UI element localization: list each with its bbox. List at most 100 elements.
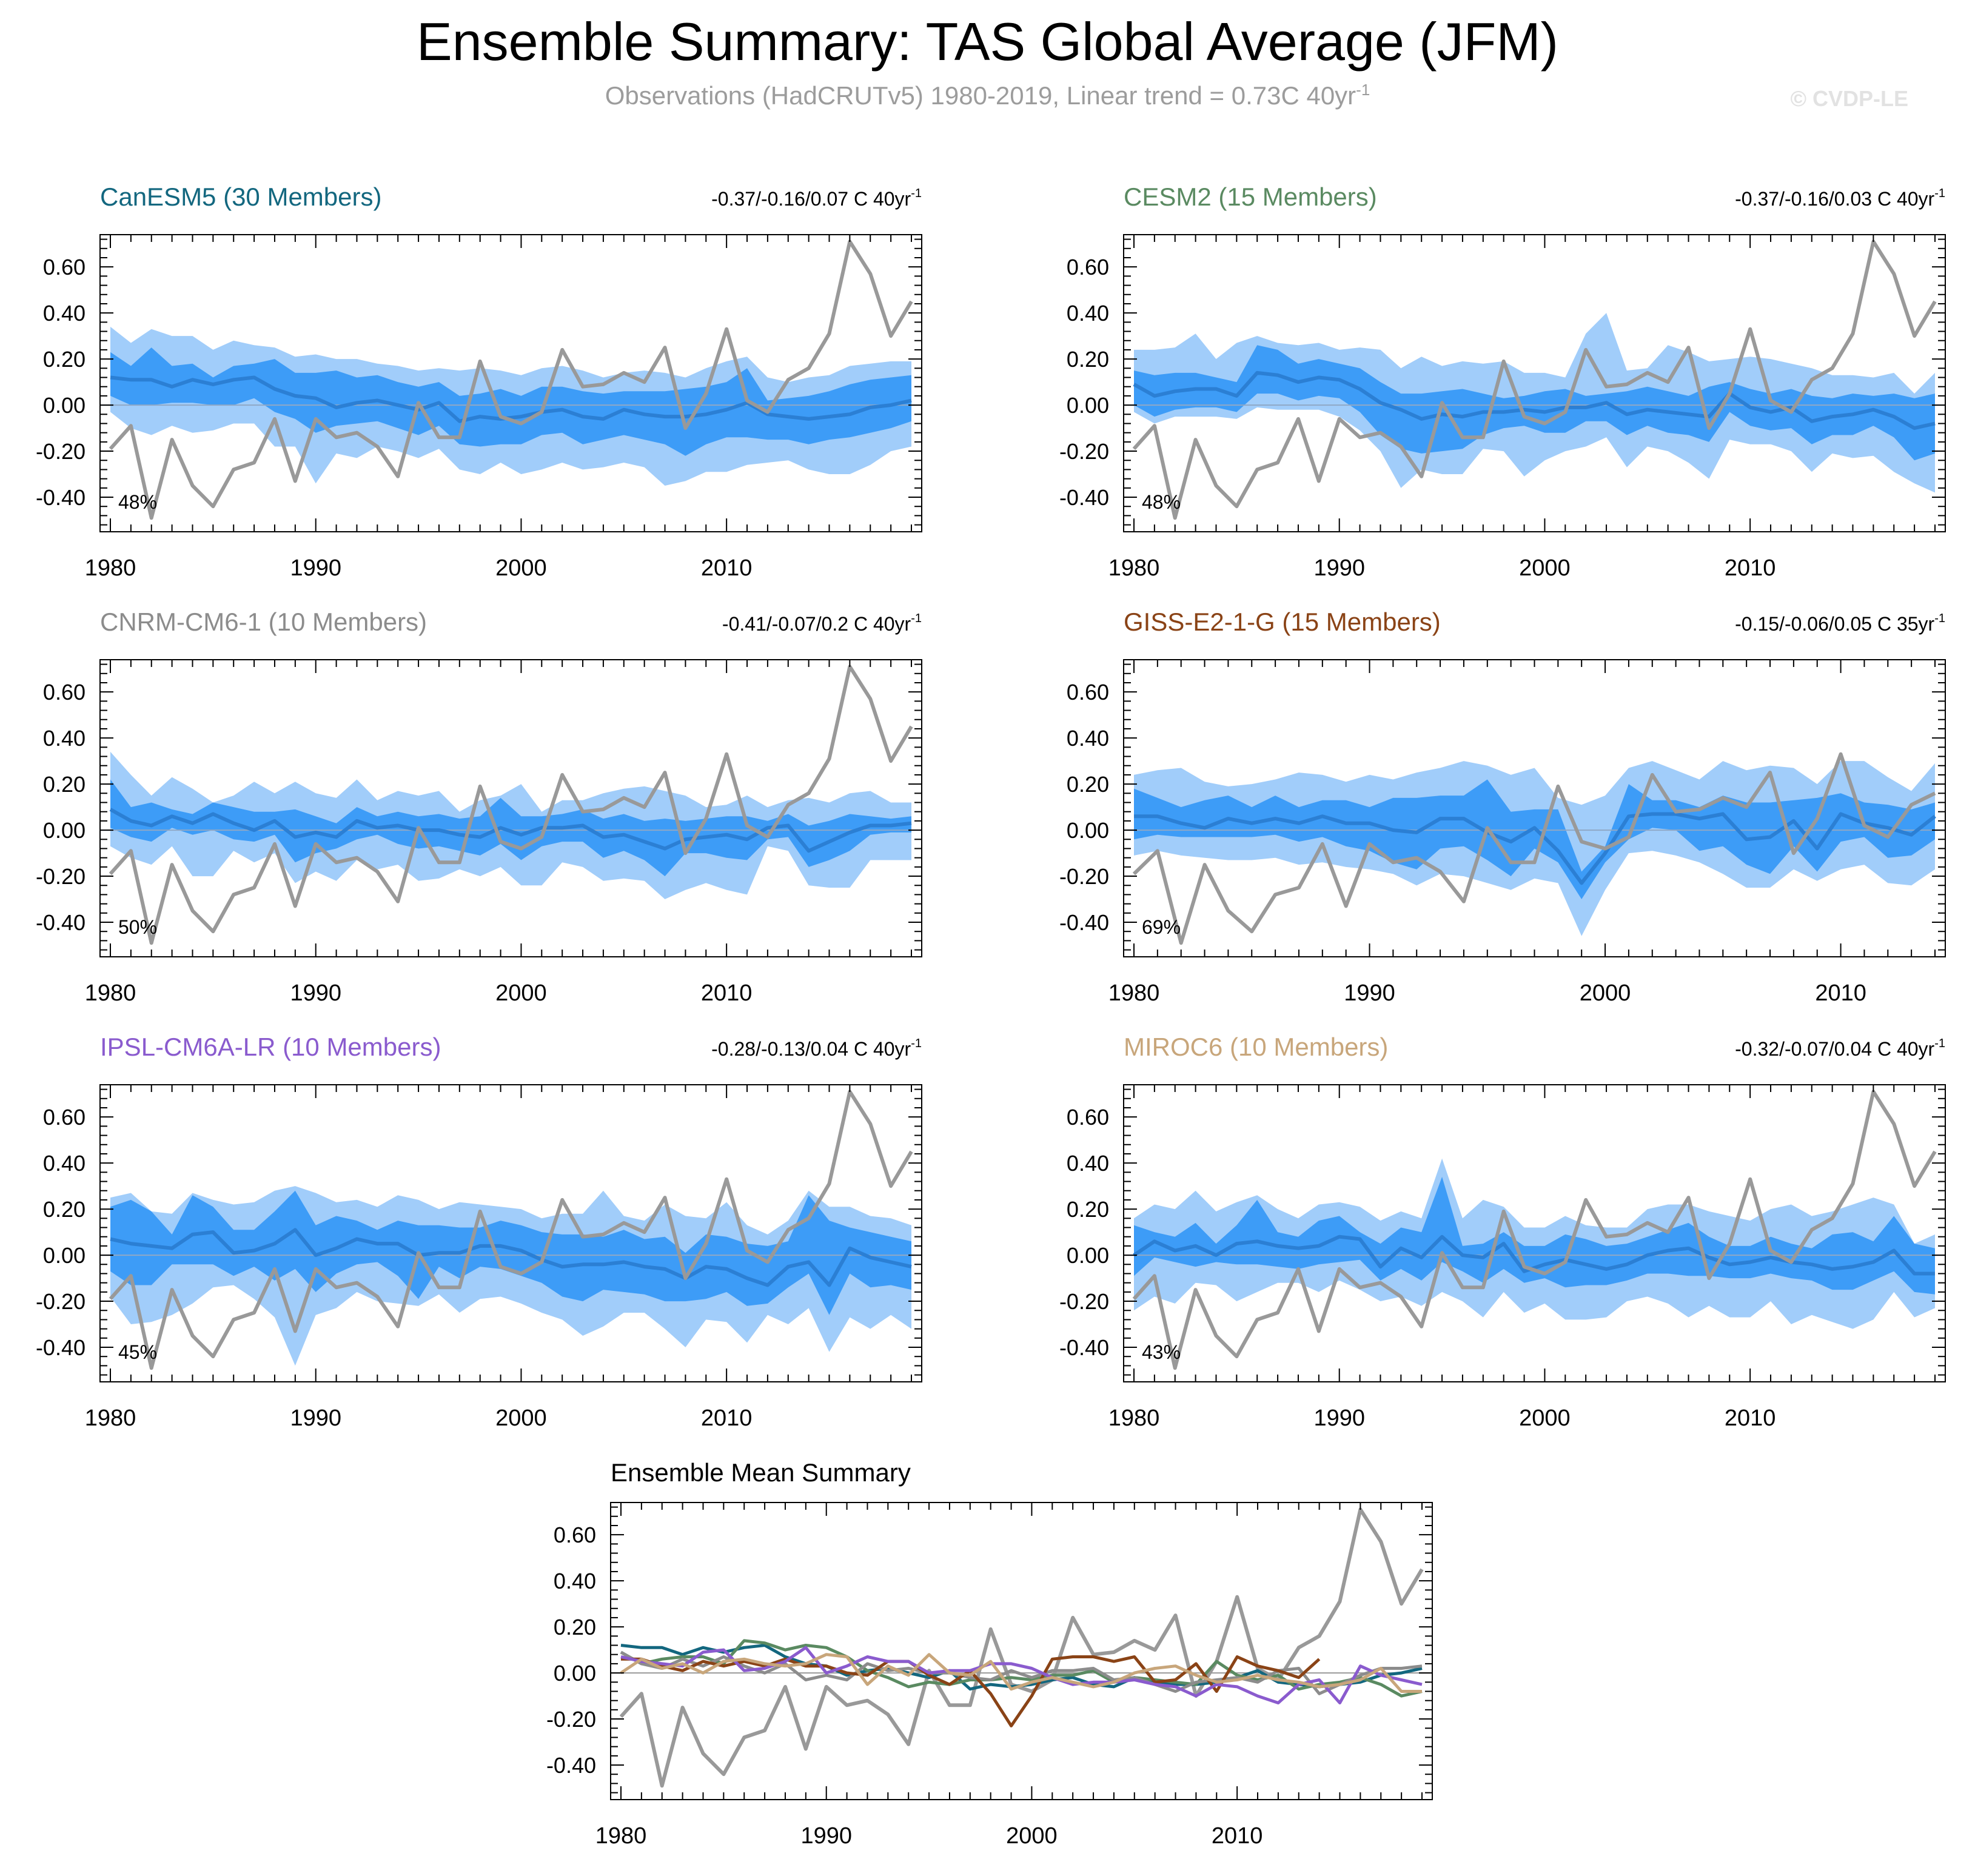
canesm5-ytick-label: 0.00 <box>43 393 86 418</box>
trend-label: -0.32/-0.07/0.04 C 40yr-1 <box>1735 1037 1945 1060</box>
ipsl-cm6a-lr-xtick-label: 1990 <box>290 1405 341 1431</box>
trend-label: -0.28/-0.13/0.04 C 40yr-1 <box>711 1037 922 1060</box>
canesm5-ytick-label: -0.40 <box>36 485 86 510</box>
panel-canesm5: CanESM5 (30 Members) -0.37/-0.16/0.07 C 4… <box>36 183 922 581</box>
ensemble-mean-line <box>110 1228 912 1287</box>
cesm2-ytick-label: 0.60 <box>1067 255 1109 280</box>
cnrm-cm6-1-ytick-label: 0.20 <box>43 772 86 797</box>
observations-line <box>109 665 913 945</box>
trend-text: -0.15/-0.06/0.05 C 35yr <box>1735 613 1934 635</box>
cesm2-ytick-label: 0.00 <box>1067 393 1109 418</box>
panel-ensemble-mean-summary: Ensemble Mean Summary 1980 1990 2000 2010 -0.… <box>546 1458 1433 1849</box>
miroc6-ytick-label: -0.40 <box>1059 1335 1109 1360</box>
miroc6-xtick-label: 2000 <box>1519 1405 1571 1431</box>
subtitle-text: Observations (HadCRUTv5) 1980-2019, Line… <box>605 81 1356 110</box>
plot-frame <box>99 234 922 532</box>
canesm5-xtick-label: 2010 <box>701 555 753 581</box>
panel-title: CNRM-CM6-1 (10 Members) <box>100 608 427 636</box>
miroc6-xtick-label: 2010 <box>1725 1405 1776 1431</box>
cesm2-xtick-label: 1980 <box>1108 555 1160 581</box>
ensemble-mean-line <box>1133 1234 1935 1276</box>
ipsl-cm6a-lr-xtick-label: 2000 <box>495 1405 547 1431</box>
percent-label: 48% <box>1142 491 1181 513</box>
inner-band <box>1134 779 1935 899</box>
figure-subtitle: Observations (HadCRUTv5) 1980-2019, Line… <box>0 81 1975 110</box>
observations-line <box>1132 1090 1937 1370</box>
giss-e2-1-g-xtick-label: 2000 <box>1580 980 1631 1006</box>
ensemble-mean-summary-ytick-label: -0.40 <box>546 1753 596 1778</box>
ensemble-mean-line <box>110 375 912 423</box>
outer-band <box>1134 1158 1935 1329</box>
percent-label: 45% <box>118 1341 157 1363</box>
cesm2-ytick-label: -0.20 <box>1059 439 1109 464</box>
ipsl-cm6a-lr-ytick-label: -0.20 <box>36 1289 86 1314</box>
giss-e2-1-g-xtick-label: 1990 <box>1344 980 1395 1006</box>
cnrm-cm6-1-ytick-label: 0.00 <box>43 818 86 843</box>
ipsl-cm6a-lr-ytick-label: 0.00 <box>43 1243 86 1268</box>
plot-frame <box>99 659 922 957</box>
cnrm-cm6-1-ytick-label: 0.40 <box>43 726 86 751</box>
trend-text: -0.41/-0.07/0.2 C 40yr <box>722 613 911 635</box>
canesm5-xtick-label: 2000 <box>495 555 547 581</box>
giss-e2-1-g-ytick-label: 0.20 <box>1067 772 1109 797</box>
canesm5-ytick-label: 0.20 <box>43 347 86 372</box>
canesm5-ytick-label: -0.20 <box>36 439 86 464</box>
observations-line <box>109 1090 913 1370</box>
observations-line <box>1132 752 1936 945</box>
panel-title: GISS-E2-1-G (15 Members) <box>1124 608 1441 636</box>
ensemble-mean-summary-ytick-label: 0.60 <box>554 1523 596 1547</box>
cnrm-cm6-1-xtick-label: 2010 <box>701 980 753 1006</box>
cesm2-xtick-label: 1990 <box>1313 555 1365 581</box>
ipsl-cm6a-lr-ytick-label: 0.40 <box>43 1151 86 1176</box>
cesm2-ytick-label: 0.20 <box>1067 347 1109 372</box>
canesm5-ytick-label: 0.40 <box>43 301 86 326</box>
ensemble-mean-line <box>1134 812 1936 885</box>
ensemble-mean-summary-ytick-label: 0.00 <box>554 1661 596 1686</box>
panel-title: CESM2 (15 Members) <box>1124 183 1377 211</box>
giss-e2-1-g-ytick-label: 0.00 <box>1067 818 1109 843</box>
trend-superscript: -1 <box>1934 187 1945 200</box>
panel-title: Ensemble Mean Summary <box>611 1458 911 1487</box>
percent-label: 48% <box>118 491 157 513</box>
ensemble-mean-summary-xtick-label: 1990 <box>800 1823 852 1849</box>
inner-band <box>1134 345 1935 461</box>
inner-band <box>110 779 911 877</box>
panel-title: MIROC6 (10 Members) <box>1124 1033 1388 1061</box>
trend-superscript: -1 <box>911 612 922 625</box>
plot-frame <box>1123 1084 1946 1382</box>
miroc6-ytick-label: 0.20 <box>1067 1197 1109 1222</box>
miroc6-ytick-label: 0.40 <box>1067 1151 1109 1176</box>
trend-superscript: -1 <box>911 187 922 200</box>
ensemble-mean-summary-ytick-label: 0.20 <box>554 1615 596 1640</box>
ensemble-mean-summary-xtick-label: 1980 <box>595 1823 647 1849</box>
miroc6-xtick-label: 1980 <box>1108 1405 1160 1431</box>
percent-label: 69% <box>1142 916 1181 938</box>
cnrm-cm6-1-ytick-label: 0.60 <box>43 680 86 705</box>
subtitle-superscript: -1 <box>1356 81 1370 99</box>
ensemble-mean-line <box>109 808 912 853</box>
cnrm-cm6-1-xtick-label: 1990 <box>290 980 341 1006</box>
cnrm-cm6-1-xtick-label: 1980 <box>85 980 136 1006</box>
trend-label: -0.15/-0.06/0.05 C 35yr-1 <box>1735 612 1945 635</box>
trend-text: -0.37/-0.16/0.07 C 40yr <box>711 188 911 210</box>
panel-title: IPSL-CM6A-LR (10 Members) <box>100 1033 441 1061</box>
ipsl-cm6a-lr-ytick-label: 0.20 <box>43 1197 86 1222</box>
ensemble-mean-summary-ytick-label: -0.20 <box>546 1707 596 1732</box>
giss-e2-1-g-ytick-label: -0.20 <box>1059 864 1109 889</box>
percent-label: 43% <box>1142 1341 1181 1363</box>
ipsl-cm6a-lr-xtick-label: 1980 <box>85 1405 136 1431</box>
plot-frame <box>1123 234 1946 532</box>
figure-title: Ensemble Summary: TAS Global Average (JF… <box>417 12 1558 72</box>
ipsl-cm6a-lr-xtick-label: 2010 <box>701 1405 753 1431</box>
trend-label: -0.37/-0.16/0.07 C 40yr-1 <box>711 187 922 210</box>
canesm5-ytick-label: 0.60 <box>43 255 86 280</box>
miroc6-xtick-label: 1990 <box>1313 1405 1365 1431</box>
giss-e2-1-g-ytick-label: -0.40 <box>1059 910 1109 935</box>
ipsl-cm6a-lr-ytick-label: 0.60 <box>43 1105 86 1130</box>
panel-miroc6: MIROC6 (10 Members) -0.32/-0.07/0.04 C 40… <box>1059 1033 1946 1431</box>
cesm2-xtick-label: 2010 <box>1725 555 1776 581</box>
panel-cnrm-cm6-1: CNRM-CM6-1 (10 Members) -0.41/-0.07/0.2 C… <box>36 608 922 1006</box>
mean-line-miroc6 <box>620 1653 1422 1693</box>
giss-e2-1-g-xtick-label: 2010 <box>1815 980 1866 1006</box>
trend-text: -0.37/-0.16/0.03 C 40yr <box>1735 188 1934 210</box>
